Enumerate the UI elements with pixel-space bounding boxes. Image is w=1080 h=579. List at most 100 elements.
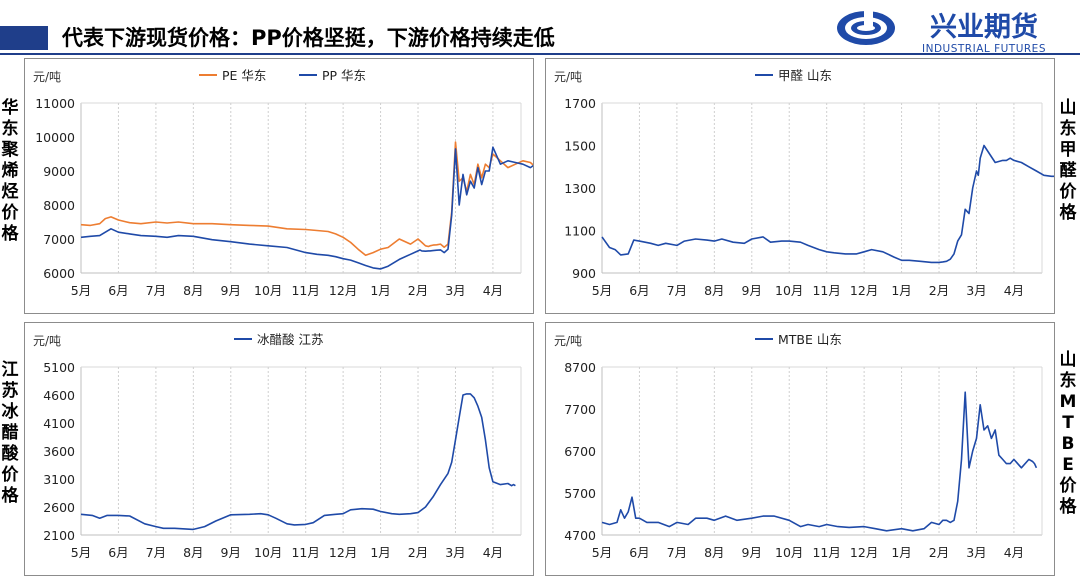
legend-label: 甲醛 山东 (778, 68, 832, 83)
logo-cn-text: 兴业期货 (930, 11, 1038, 43)
y-tick-label: 1300 (564, 181, 596, 196)
x-tick-label: 1月 (891, 545, 911, 560)
x-tick-label: 12月 (850, 545, 878, 560)
x-tick-label: 1月 (370, 283, 390, 298)
y-tick-label: 1700 (564, 96, 596, 111)
x-tick-label: 6月 (108, 283, 128, 298)
x-tick-label: 9月 (221, 545, 241, 560)
y-tick-label: 11000 (35, 96, 75, 111)
unit-label: 元/吨 (554, 70, 582, 84)
chart-formaldehyde: 元/吨 甲醛 山东 900 1100 1300 1500 1700 5月 6月 7月 8月 9月 10月… (554, 68, 1071, 298)
x-tick-label: 8月 (704, 545, 724, 560)
x-tick-label: 2月 (408, 545, 428, 560)
y-tick-label: 1500 (564, 139, 596, 154)
y-tick-label: 8000 (43, 198, 75, 213)
chart-panel-formaldehyde: 元/吨 甲醛 山东 900 1100 1300 1500 1700 5月 6月 7月 8月 9月 10月… (545, 58, 1071, 314)
y-tick-label: 6000 (43, 266, 75, 281)
y-tick-label: 4100 (43, 416, 75, 431)
y-tick-label: 1100 (564, 224, 596, 239)
x-tick-label: 2月 (408, 283, 428, 298)
y-tick-label: 9000 (43, 164, 75, 179)
chart-panel-acetic-acid: 元/吨 冰醋酸 江苏 2100 2600 3100 3600 4100 4600 5100 5月 6… (24, 322, 534, 576)
legend-label: 冰醋酸 江苏 (257, 332, 323, 347)
logo-en-text: INDUSTRIAL FUTURES (922, 43, 1046, 54)
series-line (601, 144, 1071, 264)
side-label-right-top: 山东甲醛价格 (1058, 98, 1078, 224)
x-tick-label: 2月 (929, 283, 949, 298)
y-tick-label: 5700 (564, 486, 596, 501)
x-tick-label: 11月 (812, 545, 840, 560)
x-tick-label: 3月 (966, 283, 986, 298)
chart-polyolefin: 元/吨 PE 华东 PP 华东 6000 7000 8000 9000 10000 11000 5… (33, 68, 591, 298)
x-tick-label: 4月 (483, 283, 503, 298)
x-tick-label: 1月 (891, 283, 911, 298)
unit-label: 元/吨 (33, 334, 61, 348)
y-tick-label: 7700 (564, 402, 596, 417)
header-divider (0, 53, 1080, 55)
series-line (601, 391, 1038, 532)
side-label-left-bottom: 江苏冰醋酸价格 (0, 360, 20, 507)
x-tick-label: 3月 (966, 545, 986, 560)
y-tick-label: 7000 (43, 232, 75, 247)
x-tick-label: 8月 (704, 283, 724, 298)
y-tick-label: 4600 (43, 388, 75, 403)
y-tick-label: 10000 (35, 130, 75, 145)
x-tick-label: 4月 (483, 545, 503, 560)
y-tick-label: 8700 (564, 360, 596, 375)
x-tick-label: 1月 (370, 545, 390, 560)
x-tick-label: 4月 (1004, 545, 1024, 560)
x-tick-label: 8月 (183, 545, 203, 560)
x-tick-label: 4月 (1004, 283, 1024, 298)
y-tick-label: 900 (572, 266, 596, 281)
y-tick-label: 6700 (564, 444, 596, 459)
x-tick-label: 5月 (71, 283, 91, 298)
x-tick-label: 9月 (742, 283, 762, 298)
x-tick-label: 12月 (329, 283, 357, 298)
unit-label: 元/吨 (33, 70, 61, 84)
x-tick-label: 10月 (254, 283, 282, 298)
side-label-right-top-text: 山东甲醛价格 (1059, 98, 1077, 223)
series-line (80, 146, 591, 270)
logo-mark-icon (837, 10, 895, 45)
y-tick-label: 2600 (43, 500, 75, 515)
chart-acetic-acid: 元/吨 冰醋酸 江苏 2100 2600 3100 3600 4100 4600 5100 5月 6… (33, 332, 522, 560)
unit-label: 元/吨 (554, 334, 582, 348)
x-tick-label: 11月 (291, 545, 319, 560)
x-tick-label: 3月 (445, 545, 465, 560)
side-label-left-bottom-text: 江苏冰醋酸价格 (1, 360, 19, 506)
x-tick-label: 10月 (775, 283, 803, 298)
chart-panel-polyolefin: 元/吨 PE 华东 PP 华东 6000 7000 8000 9000 10000 11000 5… (24, 58, 591, 314)
x-tick-label: 6月 (629, 283, 649, 298)
x-tick-label: 5月 (592, 545, 612, 560)
x-tick-label: 7月 (667, 283, 687, 298)
legend-label: PP 华东 (322, 68, 366, 83)
x-tick-label: 5月 (592, 283, 612, 298)
x-tick-label: 10月 (254, 545, 282, 560)
x-tick-label: 3月 (445, 283, 465, 298)
series-line (80, 141, 591, 257)
side-label-left-top: 华东聚烯烃价格 (0, 98, 20, 245)
chart-mtbe: 元/吨 MTBE 山东 4700 5700 6700 7700 8700 5月 6月 7月 8月 9月… (554, 332, 1043, 560)
y-tick-label: 3600 (43, 444, 75, 459)
x-tick-label: 7月 (146, 545, 166, 560)
x-tick-label: 2月 (929, 545, 949, 560)
x-tick-label: 12月 (329, 545, 357, 560)
side-label-left-top-text: 华东聚烯烃价格 (1, 98, 19, 244)
x-tick-label: 9月 (742, 545, 762, 560)
x-tick-label: 11月 (812, 283, 840, 298)
x-tick-label: 5月 (71, 545, 91, 560)
x-tick-label: 7月 (146, 283, 166, 298)
y-tick-label: 3100 (43, 472, 75, 487)
x-tick-label: 6月 (108, 545, 128, 560)
legend-label: PE 华东 (222, 68, 266, 83)
x-tick-label: 12月 (850, 283, 878, 298)
page-title: 代表下游现货价格：PP价格坚挺，下游价格持续走低 (62, 26, 555, 50)
x-tick-label: 10月 (775, 545, 803, 560)
legend-label: MTBE 山东 (778, 332, 842, 347)
x-tick-label: 11月 (291, 283, 319, 298)
x-tick-label: 6月 (629, 545, 649, 560)
x-tick-label: 7月 (667, 545, 687, 560)
company-logo: 兴业期货 INDUSTRIAL FUTURES (837, 10, 1046, 54)
